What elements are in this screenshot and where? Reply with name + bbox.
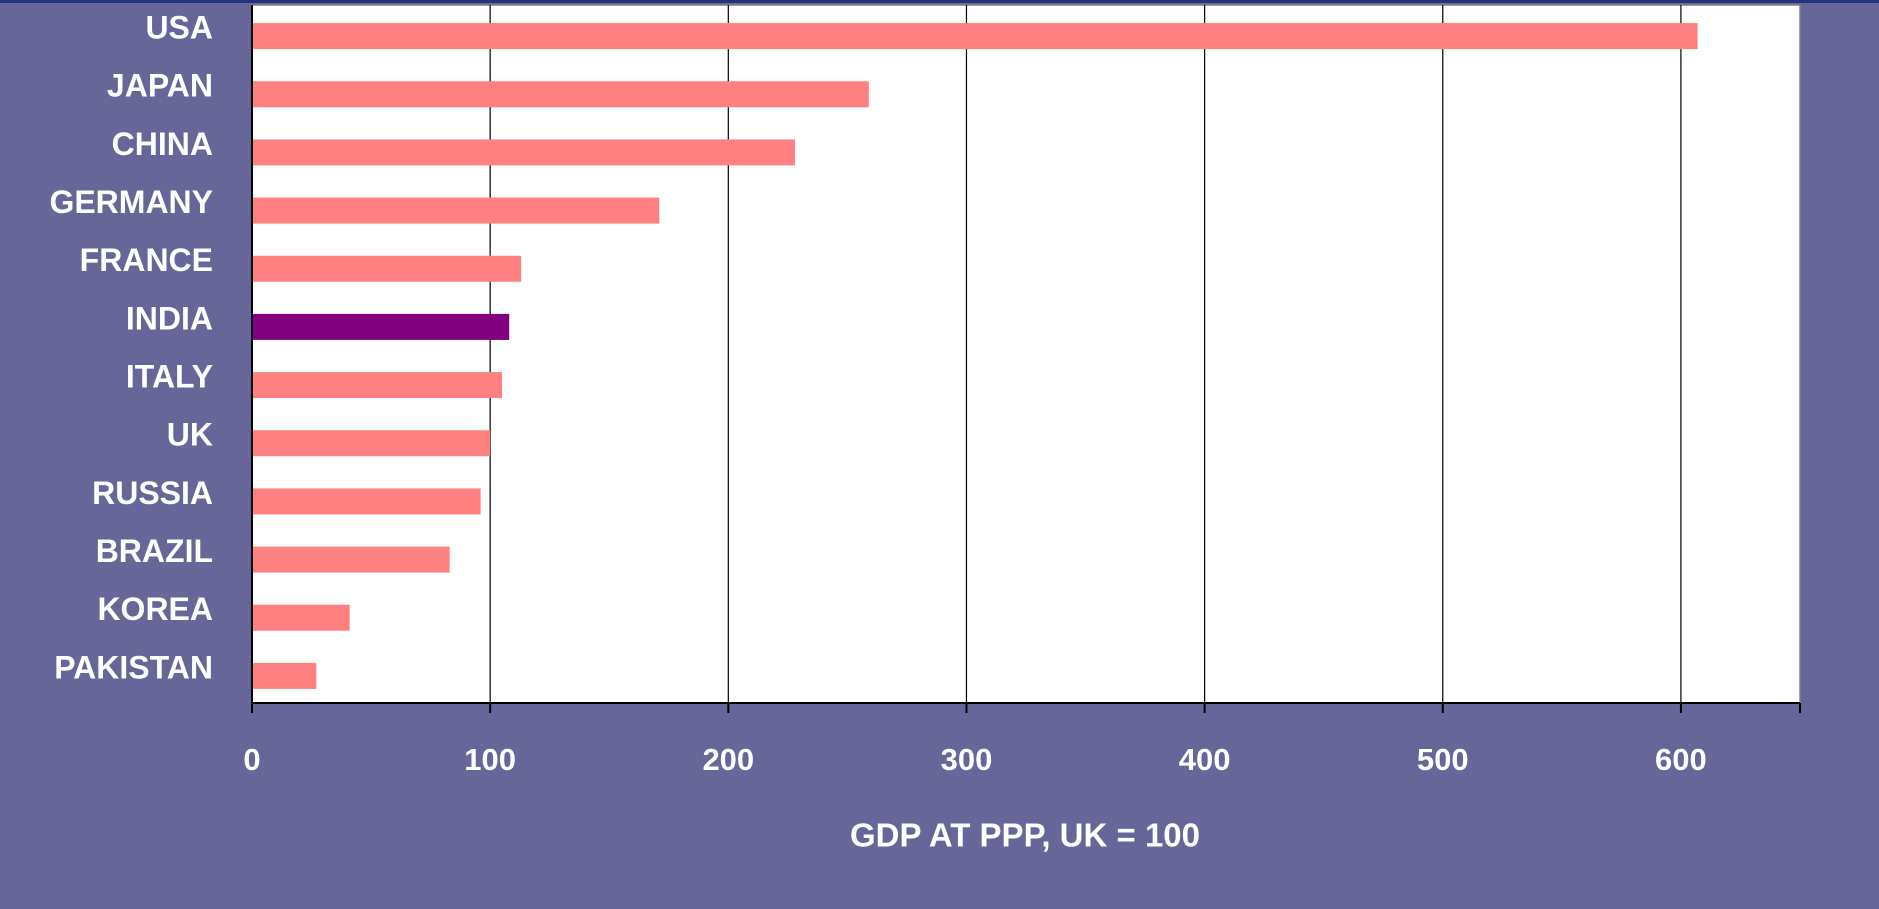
bar-korea: [252, 604, 350, 631]
gridlines: [489, 5, 1682, 703]
x-tick-labels: 0 100 200 300 400 500 600: [243, 742, 1706, 777]
x-tick-label: 400: [1179, 742, 1231, 777]
bars: [252, 23, 1698, 689]
category-label: BRAZIL: [96, 533, 213, 569]
window-top-strip: [0, 0, 1879, 3]
bar-france: [252, 255, 522, 282]
x-tick-label: 100: [464, 742, 516, 777]
category-label: CHINA: [112, 126, 213, 162]
category-labels: USA JAPAN CHINA GERMANY FRANCE INDIA ITALY UK RU…: [49, 10, 213, 686]
x-tick-label: 200: [702, 742, 754, 777]
bar-usa: [252, 23, 1698, 50]
category-label: JAPAN: [107, 68, 213, 104]
bar-uk: [252, 430, 491, 457]
category-label: UK: [167, 417, 213, 453]
category-label: ITALY: [126, 359, 213, 395]
plot-area: [251, 4, 1801, 704]
axes: [251, 5, 1801, 713]
x-axis-title: GDP AT PPP, UK = 100: [850, 817, 1200, 854]
x-tick-label: 600: [1655, 742, 1707, 777]
category-label: FRANCE: [80, 242, 213, 278]
bar-brazil: [252, 546, 450, 573]
bar-germany: [252, 197, 660, 224]
bar-russia: [252, 488, 481, 515]
category-label: KOREA: [97, 591, 213, 627]
x-tick-label: 0: [243, 742, 260, 777]
x-tick-label: 500: [1417, 742, 1469, 777]
bar-india: [252, 313, 510, 340]
category-label: RUSSIA: [92, 475, 213, 511]
category-label: INDIA: [126, 300, 213, 336]
bar-china: [252, 139, 795, 166]
bar-pakistan: [252, 662, 317, 689]
x-tick-label: 300: [941, 742, 993, 777]
bar-japan: [252, 81, 869, 108]
category-label: PAKISTAN: [54, 649, 213, 685]
category-label: GERMANY: [49, 184, 213, 220]
bar-italy: [252, 372, 503, 399]
category-label: USA: [145, 10, 213, 46]
